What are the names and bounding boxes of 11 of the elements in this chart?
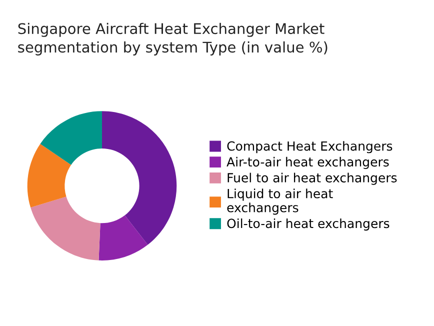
chart-title: Singapore Aircraft Heat Exchanger Market segmentation by system Type (in value %): [18, 22, 328, 56]
donut-slice: [30, 196, 100, 260]
donut-slice: [27, 144, 72, 208]
donut-slice: [40, 111, 102, 165]
legend-label: Compact Heat Exchangers: [227, 141, 392, 154]
donut-slice: [102, 111, 177, 245]
legend-label: Liquid to air heat exchangers: [227, 188, 333, 215]
legend-label: Oil-to-air heat exchangers: [227, 218, 390, 231]
legend-label: Fuel to air heat exchangers: [228, 172, 397, 185]
donut-slice: [98, 215, 148, 260]
legend-label: Air-to-air heat exchangers: [226, 156, 389, 170]
